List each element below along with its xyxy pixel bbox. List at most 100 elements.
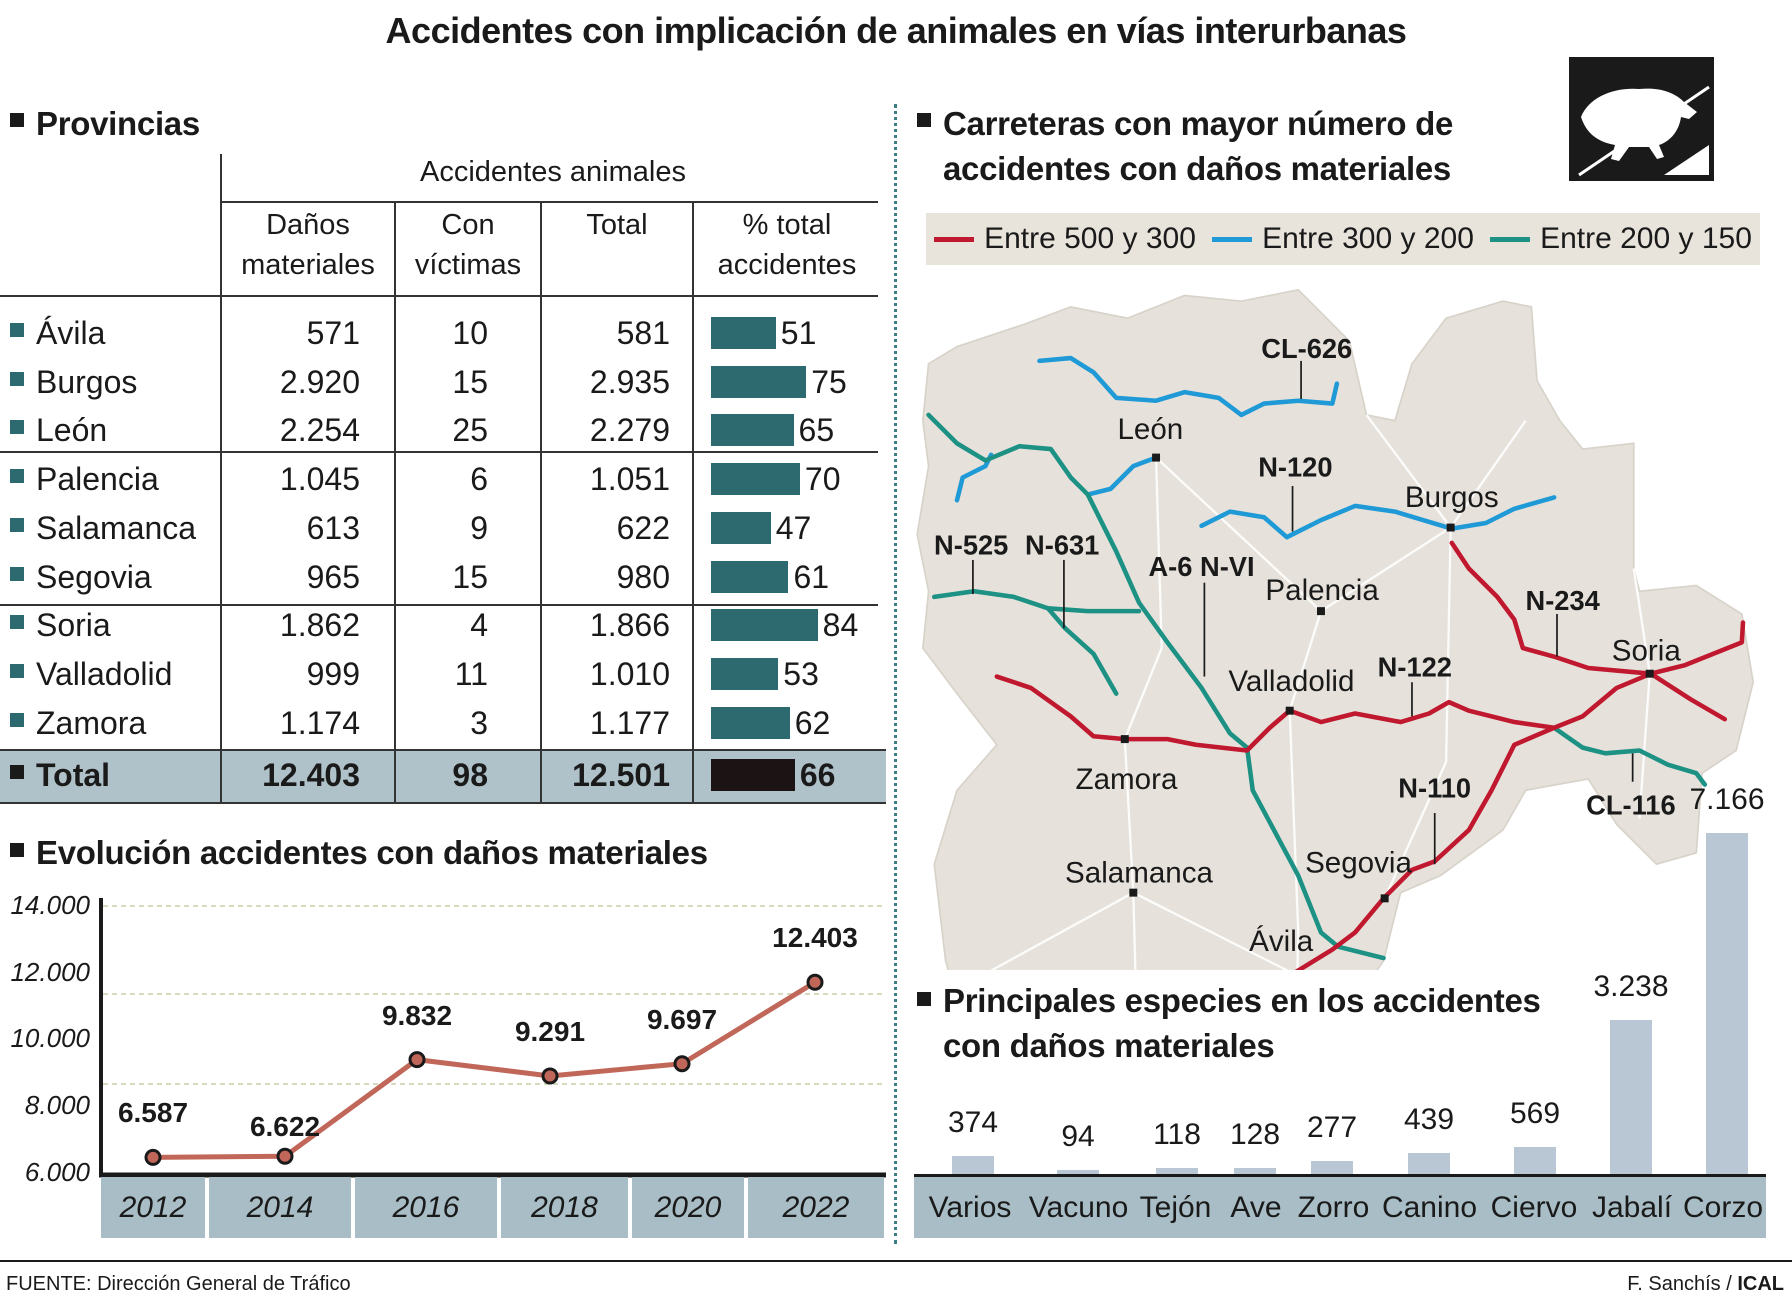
pct-value: 51 (780, 315, 817, 351)
province-name: Burgos (36, 363, 138, 400)
pct-value: 84 (822, 607, 859, 644)
pct-value: 75 (811, 363, 847, 400)
pct-bar (711, 463, 800, 496)
pct-value: 66 (799, 757, 836, 793)
species-heading: Principales especies en los accidentes c… (943, 982, 1541, 1064)
road-n-525 (931, 588, 1142, 614)
road-label: N-631 (1025, 529, 1099, 560)
cell-danos: 2.920 (279, 363, 360, 400)
species-value: 569 (1509, 1096, 1561, 1130)
x-tick-label: 2012 (101, 1177, 205, 1238)
data-label: 9.697 (646, 1003, 718, 1035)
city-label-leon: León (1117, 413, 1183, 446)
species-value: 439 (1403, 1103, 1455, 1137)
cell-danos: 1.045 (279, 461, 360, 498)
road-label: N-110 (1398, 773, 1471, 804)
group-header: Accidentes animales (420, 156, 686, 188)
species-category: Corzo (1680, 1177, 1766, 1238)
legend-item-red: Entre 500 y 300 (934, 222, 1196, 256)
cell-danos: 571 (306, 315, 360, 351)
road-n-110 (1294, 725, 1557, 970)
city-label-avila: Ávila (1249, 925, 1314, 958)
infographic-title: Accidentes con implicación de animales e… (385, 10, 1407, 51)
species-bar (1706, 832, 1748, 1174)
pct-bar (711, 759, 795, 791)
y-tick-label: 6.000 (24, 1156, 90, 1187)
cell-total: 12.501 (572, 757, 670, 793)
legend-swatch (1490, 236, 1531, 242)
cell-victimas: 10 (452, 315, 488, 351)
city-label-palencia: Palencia (1265, 574, 1379, 607)
species-category: Zorro (1292, 1177, 1375, 1238)
data-point (673, 1055, 691, 1073)
species-bar (1057, 1169, 1099, 1174)
cell-total: 1.051 (589, 461, 670, 498)
species-bar (1408, 1153, 1450, 1174)
col-header-danos: Daños materiales (241, 209, 375, 281)
road-label: N-122 (1378, 652, 1452, 683)
species-category: Varios (914, 1177, 1026, 1238)
map-heading-line1: Carreteras con mayor número de (943, 105, 1454, 142)
y-tick-label: 12.000 (10, 956, 90, 987)
province-name: Palencia (36, 461, 159, 498)
cell-total: 980 (616, 558, 670, 595)
cell-victimas: 6 (470, 461, 488, 498)
cell-victimas: 11 (454, 655, 488, 692)
species-category: Vacuno (1026, 1177, 1131, 1238)
x-tick-label: 2022 (748, 1177, 884, 1238)
row-square-icon (10, 517, 24, 532)
author: F. Sanchís / (1627, 1273, 1738, 1295)
legend-label: Entre 200 y 150 (1540, 222, 1752, 255)
section-divider (894, 104, 897, 1244)
pct-value: 53 (783, 655, 819, 692)
data-label: 6.587 (117, 1097, 189, 1129)
road-a6-nvi (926, 412, 1386, 961)
data-point (541, 1067, 559, 1085)
species-bar (1311, 1160, 1353, 1174)
cell-victimas: 98 (452, 757, 488, 793)
city-markers (1120, 453, 1654, 903)
species-value: 118 (1153, 1118, 1201, 1152)
species-bar (952, 1156, 994, 1174)
species-bar (1156, 1168, 1198, 1174)
cell-total: 622 (616, 509, 670, 546)
cell-victimas: 4 (470, 607, 488, 644)
cell-victimas: 9 (470, 509, 488, 546)
cell-total: 1.177 (589, 704, 670, 741)
pct-value: 65 (798, 412, 835, 449)
species-category: Canino (1375, 1177, 1484, 1238)
legend-label: Entre 300 y 200 (1262, 222, 1474, 255)
boar-icon (1569, 57, 1714, 181)
road-label: N-234 (1526, 585, 1601, 616)
provincias-heading: Provincias (36, 105, 200, 142)
cell-danos: 12.403 (262, 757, 360, 793)
pct-bar (711, 657, 779, 690)
col-header-total: Total (586, 209, 648, 241)
species-bar (1610, 1019, 1652, 1174)
road-label: A-6 N-VI (1148, 551, 1254, 582)
species-bar (1234, 1167, 1276, 1174)
cell-victimas: 15 (452, 363, 488, 400)
data-line (152, 980, 817, 1160)
species-value: 277 (1306, 1110, 1358, 1144)
pct-value: 62 (794, 704, 831, 741)
cell-total: 1.866 (589, 607, 670, 644)
row-square-icon (10, 663, 24, 678)
col-header-victimas: Con víctimas (414, 209, 522, 281)
road-leader-lines (972, 360, 1634, 865)
province-name: Zamora (36, 704, 147, 741)
city-label-zamora: Zamora (1076, 763, 1178, 796)
heading-square-icon (917, 992, 931, 1006)
city-label-segovia: Segovia (1305, 847, 1412, 880)
province-name: Soria (36, 607, 111, 644)
pct-value: 70 (804, 461, 841, 498)
cell-danos: 965 (306, 558, 360, 595)
data-point (408, 1051, 426, 1069)
y-tick-label: 10.000 (10, 1023, 90, 1054)
legend-swatch (934, 236, 975, 242)
cell-danos: 613 (306, 509, 360, 546)
pct-bar (711, 609, 818, 642)
species-value: 94 (1061, 1119, 1095, 1153)
road-label: N-525 (934, 529, 1008, 560)
species-category: Tejón (1131, 1177, 1220, 1238)
